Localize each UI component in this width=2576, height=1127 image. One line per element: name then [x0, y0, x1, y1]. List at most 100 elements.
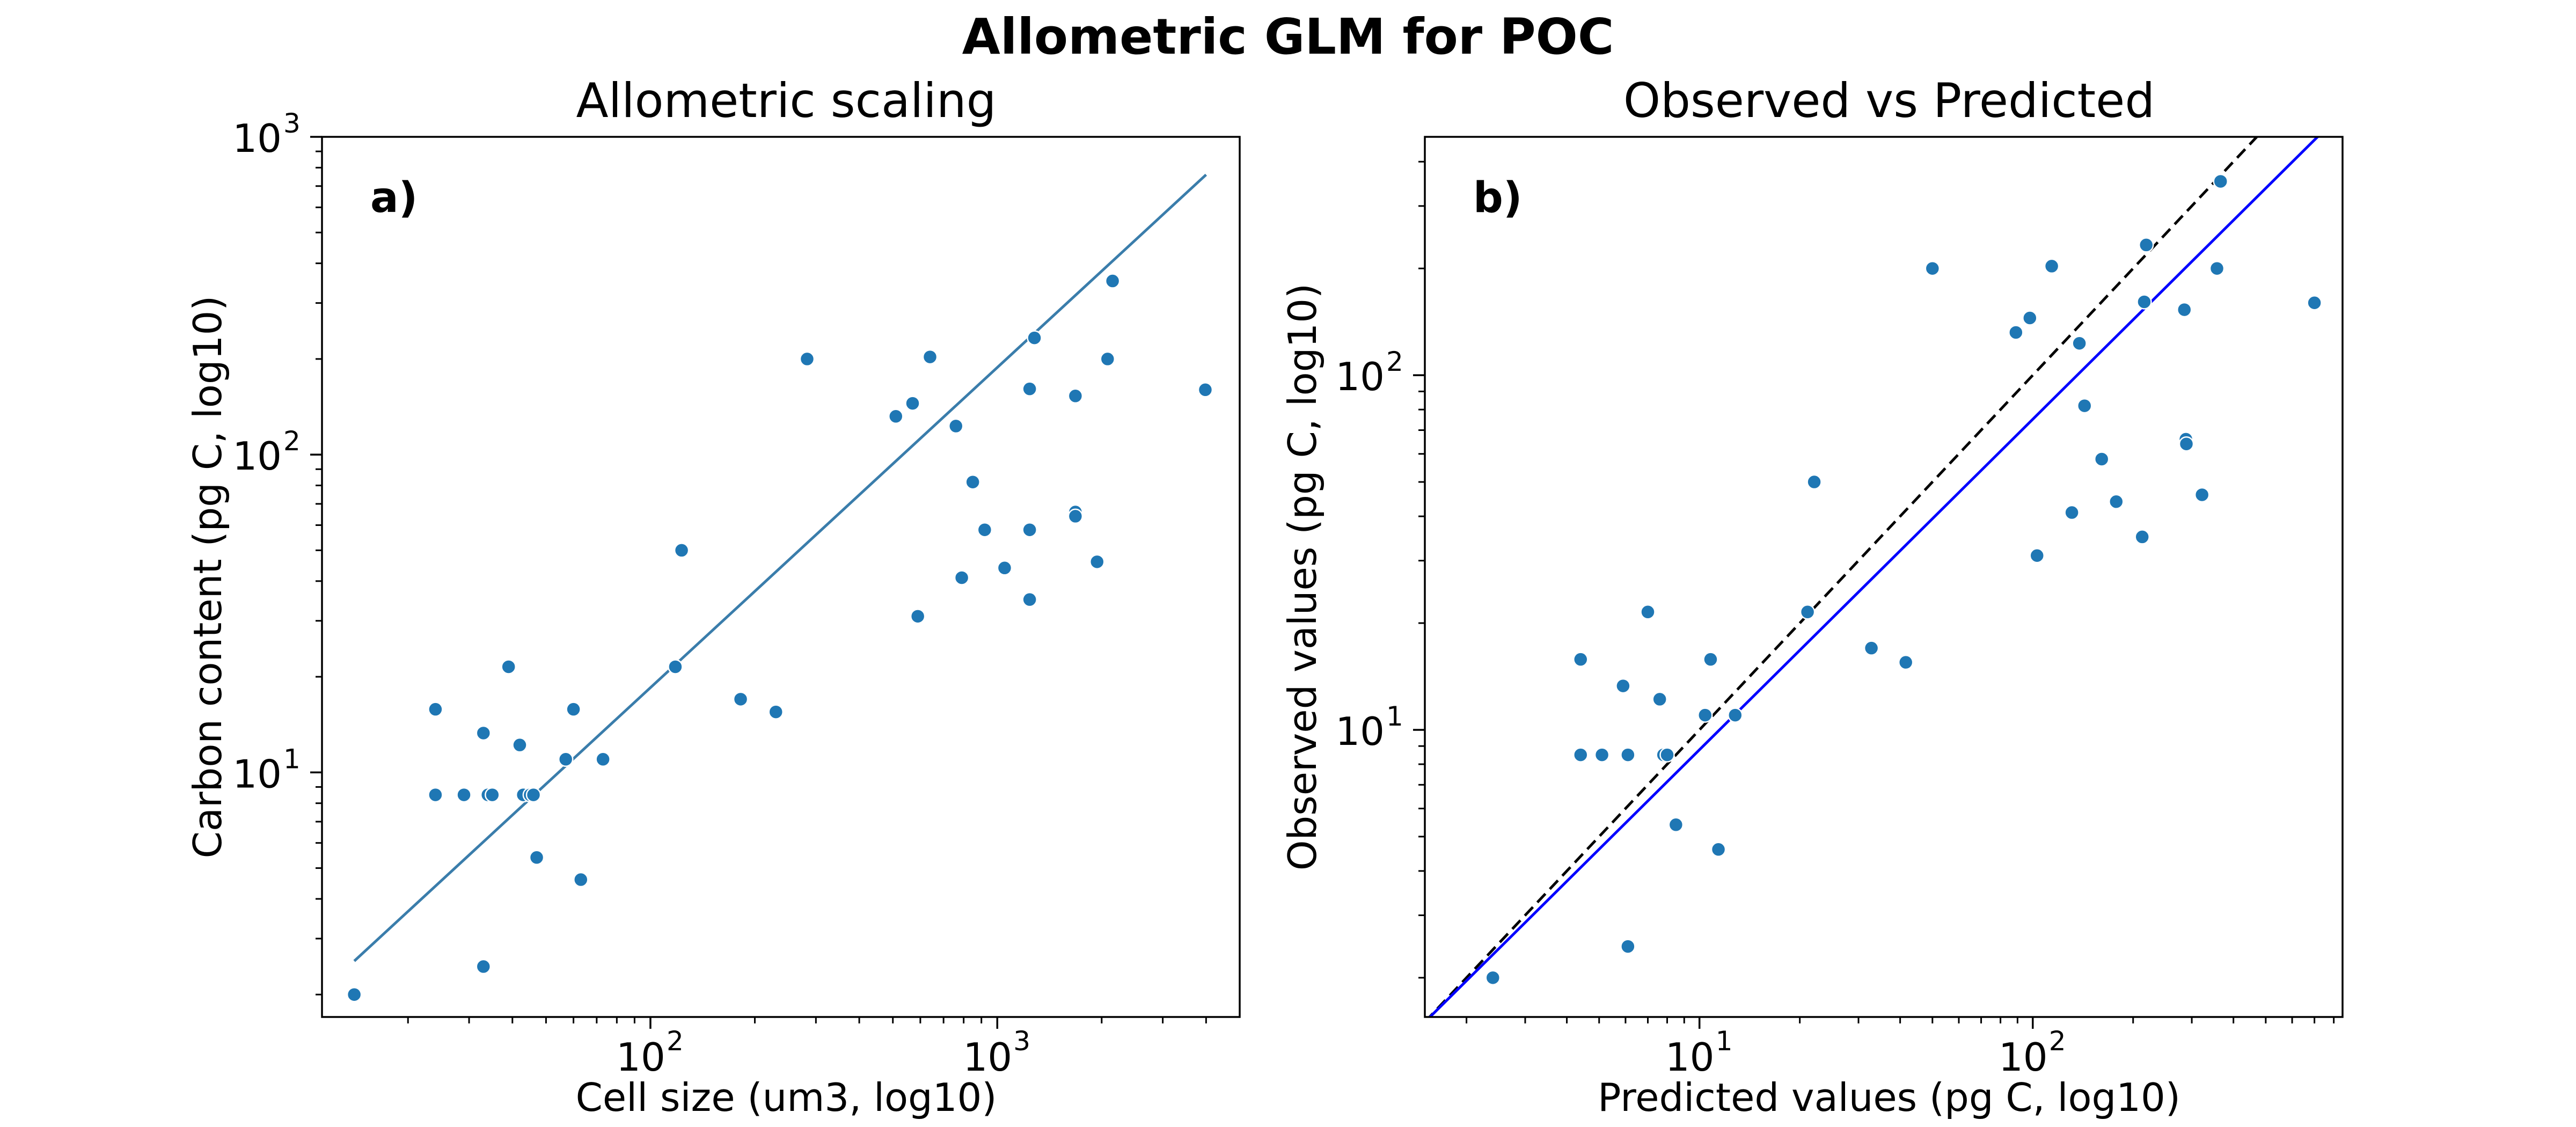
data-point [2209, 260, 2225, 276]
y-tick-exponent: 3 [283, 108, 301, 139]
data-point [2094, 451, 2110, 467]
panel-a-plot: 10 2 10 310 110 210 3 [232, 108, 1241, 1080]
data-point [674, 543, 690, 558]
x-tick-label: 10 [616, 1035, 665, 1080]
panel-b-minor-ticks [1418, 160, 2335, 1023]
data-point [2076, 398, 2092, 414]
data-point [997, 560, 1013, 576]
data-point [977, 522, 993, 538]
data-point [1620, 747, 1636, 763]
fit-line [353, 173, 1208, 962]
data-point [1697, 707, 1713, 723]
x-tick-label: 10 [1665, 1035, 1715, 1080]
data-point [428, 787, 443, 803]
data-point [501, 659, 516, 675]
data-point [2138, 237, 2154, 253]
data-point [1027, 330, 1042, 346]
panel-a-minor-ticks [316, 150, 1207, 1023]
data-point [1652, 691, 1667, 707]
data-point [558, 751, 574, 767]
data-point [965, 474, 980, 490]
data-point [2044, 258, 2060, 274]
data-point [512, 737, 528, 753]
data-point [910, 609, 926, 624]
data-point [888, 408, 904, 425]
data-point [922, 349, 938, 365]
data-point [525, 787, 541, 803]
data-point [1067, 388, 1084, 404]
data-point [948, 418, 964, 434]
y-tick-exponent: 2 [283, 426, 301, 457]
data-point [2213, 173, 2228, 189]
data-point [1659, 747, 1675, 763]
y-tick-label: 10 [232, 116, 282, 161]
data-point [2072, 335, 2087, 351]
x-tick-exponent: 1 [1716, 1026, 1733, 1057]
data-point [1022, 522, 1037, 538]
data-point [1089, 554, 1105, 570]
data-point [1022, 381, 1037, 397]
data-point [1022, 591, 1037, 608]
data-point [2029, 548, 2045, 564]
data-point [2064, 504, 2080, 521]
panel-a-xlabel: Cell size (um3, log10) [576, 1075, 997, 1120]
data-point [475, 958, 492, 975]
panel-b: Observed vs Predicted b) Predicted value… [1280, 73, 2344, 1120]
data-point [905, 396, 920, 411]
data-point [475, 725, 492, 741]
one-to-one-line [1428, 137, 2258, 1017]
data-point [595, 751, 611, 767]
data-point [2177, 302, 2192, 318]
panel-b-label: b) [1473, 174, 1522, 222]
data-point [1067, 508, 1084, 524]
data-point [2136, 294, 2152, 310]
panel-a-title: Allometric scaling [576, 73, 997, 128]
data-point [1594, 747, 1610, 763]
data-point [2194, 487, 2210, 503]
data-point [456, 787, 472, 803]
panel-a: Allometric scaling a) Cell size (um3, lo… [185, 73, 1241, 1120]
data-point [954, 570, 970, 586]
data-point [2109, 494, 2124, 509]
data-point [799, 351, 815, 367]
panel-b-frame [1424, 136, 2344, 1018]
data-point [2008, 325, 2024, 340]
data-point [1640, 604, 1656, 620]
data-point [1573, 652, 1589, 667]
data-point [2134, 529, 2150, 545]
panel-a-label: a) [370, 174, 418, 222]
data-point [1100, 351, 1116, 367]
data-point [1620, 939, 1636, 954]
data-point [1806, 474, 1822, 490]
y-tick-label: 10 [1335, 709, 1385, 754]
panel-b-title: Observed vs Predicted [1623, 73, 2155, 128]
data-point [1573, 747, 1589, 763]
data-point [346, 986, 362, 1002]
y-tick-exponent: 2 [1386, 346, 1403, 377]
data-point [1668, 817, 1684, 833]
data-point [2178, 436, 2194, 452]
data-point [1197, 382, 1213, 398]
data-point [1703, 652, 1718, 667]
data-point [2022, 310, 2038, 326]
data-point [1485, 970, 1501, 986]
panel-b-ylabel: Observed values (pg C, log10) [1280, 283, 1325, 870]
data-point [1863, 640, 1879, 656]
x-tick-label: 10 [963, 1035, 1012, 1080]
data-point [529, 850, 545, 866]
x-tick-label: 10 [1999, 1035, 2048, 1080]
y-tick-label: 10 [232, 751, 282, 796]
data-point [768, 704, 784, 720]
panel-a-data [346, 173, 1213, 1002]
y-tick-exponent: 1 [1386, 701, 1403, 732]
panel-a-frame [321, 136, 1241, 1018]
data-point [1728, 707, 1743, 723]
data-point [1898, 654, 1914, 670]
panel-b-xlabel: Predicted values (pg C, log10) [1598, 1075, 2180, 1120]
panel-a-ylabel: Carbon content (pg C, log10) [185, 296, 230, 859]
y-tick-label: 10 [232, 434, 282, 479]
data-point [428, 701, 443, 717]
data-point [1799, 604, 1816, 620]
regression-line [1428, 137, 2320, 1017]
